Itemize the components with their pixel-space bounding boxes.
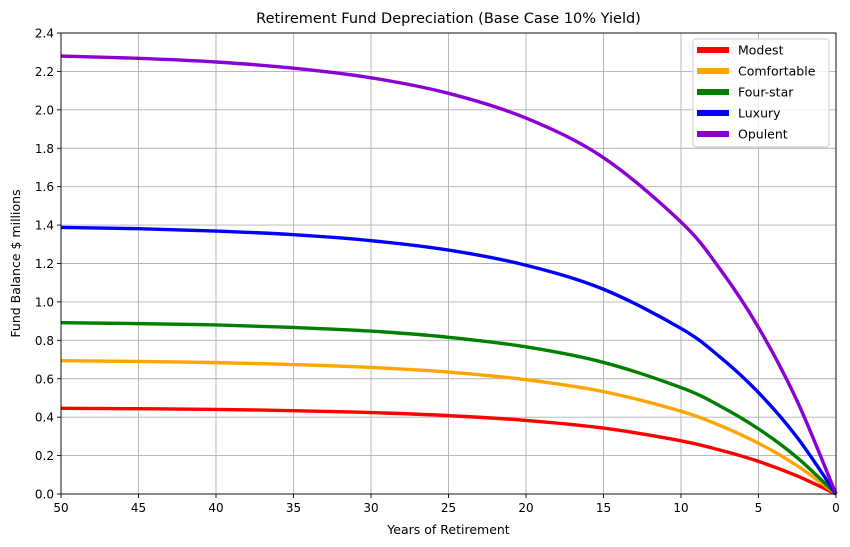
- y-tick-label: 1.6: [35, 180, 54, 194]
- y-tick-label: 2.0: [35, 103, 54, 117]
- y-axis: 0.0 0.2 0.4 0.6 0.8 1.0 1.2 1.4 1.6 1.8 2.0 2.2 2.4: [35, 27, 61, 502]
- legend-label-luxury: Luxury: [738, 106, 781, 121]
- x-tick-label: 25: [441, 501, 456, 515]
- legend: Modest Comfortable Four-star Luxury Opulent: [692, 38, 830, 148]
- x-tick-label: 30: [363, 501, 378, 515]
- series-line-modest: [60, 406, 837, 496]
- legend-label-four-star: Four-star: [738, 85, 794, 100]
- y-tick-label: 0.0: [35, 488, 54, 502]
- y-tick-label: 1.4: [35, 219, 54, 233]
- series-line-four-star: [60, 320, 838, 496]
- y-tick-label: 1.8: [35, 142, 54, 156]
- legend-label-comfortable: Comfortable: [738, 64, 816, 79]
- y-tick-label: 1.0: [35, 295, 54, 309]
- x-tick-label: 0: [832, 501, 840, 515]
- y-tick-label: 2.4: [35, 27, 54, 41]
- x-axis-label: Years of Retirement: [386, 522, 510, 537]
- x-tick-label: 50: [53, 501, 68, 515]
- legend-frame: [692, 38, 830, 148]
- x-tick-label: 35: [286, 501, 301, 515]
- x-tick-label: 5: [755, 501, 763, 515]
- series-lines: [60, 54, 838, 496]
- legend-label-modest: Modest: [738, 43, 784, 58]
- y-tick-label: 0.4: [35, 411, 54, 425]
- y-tick-label: 0.8: [35, 334, 54, 348]
- x-tick-label: 45: [131, 501, 146, 515]
- chart-title: Retirement Fund Depreciation (Base Case …: [256, 11, 641, 27]
- x-axis: 50 45 40 35 30 25 20 15 10 5 0: [53, 494, 840, 515]
- series-line-opulent: [60, 54, 838, 495]
- y-tick-label: 1.2: [35, 257, 54, 271]
- x-tick-label: 15: [596, 501, 611, 515]
- series-line-comfortable: [60, 358, 838, 496]
- x-tick-label: 40: [208, 501, 223, 515]
- series-line-luxury: [60, 225, 838, 495]
- y-tick-label: 0.2: [35, 449, 54, 463]
- y-tick-label: 0.6: [35, 372, 54, 386]
- legend-label-opulent: Opulent: [738, 127, 788, 142]
- y-tick-label: 2.2: [35, 65, 54, 79]
- y-axis-label: Fund Balance $ millions: [8, 189, 23, 337]
- x-tick-label: 10: [673, 501, 688, 515]
- x-tick-label: 20: [518, 501, 533, 515]
